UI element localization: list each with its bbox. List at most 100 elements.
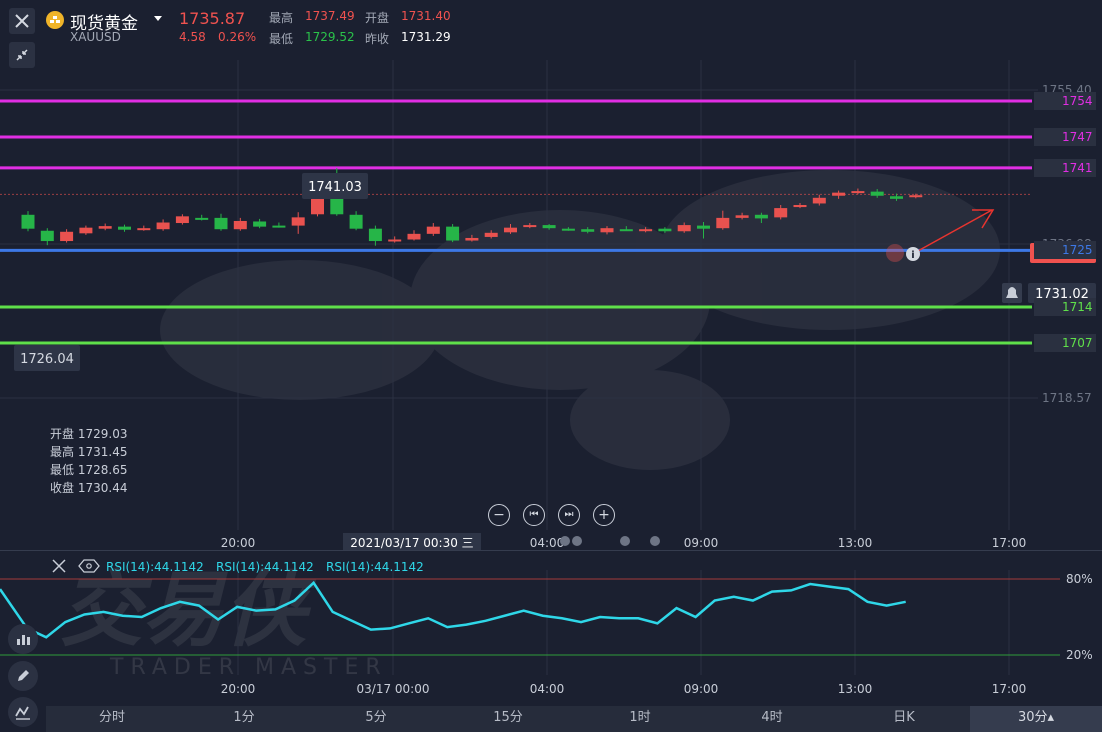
candle-body[interactable]	[581, 229, 595, 232]
period-tab[interactable]: 4时	[761, 710, 783, 725]
rsi-time-label: 04:00	[530, 682, 565, 696]
candle-body[interactable]	[349, 214, 363, 229]
crosshair-time-box	[343, 533, 481, 550]
scroll-right-button[interactable]: ⏭	[558, 504, 580, 526]
candle-body[interactable]	[465, 237, 479, 241]
time-label: 17:00	[992, 536, 1027, 550]
candle-body[interactable]	[909, 195, 923, 198]
candle-body[interactable]	[561, 228, 575, 231]
candle-body[interactable]	[484, 232, 498, 237]
candle-body[interactable]	[40, 230, 54, 242]
candle-body[interactable]	[407, 233, 421, 240]
rsi-series-line	[0, 580, 906, 639]
candle-body[interactable]	[156, 222, 170, 230]
period-tab-bar: 分时 1分 5分 15分 1时 4时 日K 30分▴	[46, 706, 1102, 732]
candle-body[interactable]	[774, 208, 788, 218]
pencil-icon	[18, 670, 29, 681]
candle-body[interactable]	[60, 231, 74, 242]
candle-body[interactable]	[832, 192, 846, 196]
candle-body[interactable]	[658, 228, 672, 232]
rsi-time-label: 09:00	[684, 682, 719, 696]
rsi-time-label: 20:00	[221, 682, 256, 696]
scroll-left-button[interactable]: ⏮	[523, 504, 545, 526]
close-button[interactable]	[9, 8, 35, 34]
min-price-label: 1726.04	[20, 352, 74, 367]
candle-body[interactable]	[697, 225, 710, 229]
candle-body[interactable]	[504, 227, 517, 233]
period-tab[interactable]: 15分	[493, 710, 523, 725]
line-tool-button[interactable]	[8, 697, 38, 727]
low-label: 最低	[269, 32, 294, 46]
period-tab[interactable]: 分时	[98, 710, 125, 725]
candle-body[interactable]	[214, 217, 228, 230]
candle-body[interactable]	[812, 197, 826, 204]
symbol-name[interactable]: 现货黄金	[70, 14, 138, 34]
candle-body[interactable]	[21, 214, 35, 229]
bar-chart-icon	[17, 635, 30, 645]
candle-body[interactable]	[735, 215, 749, 218]
rsi-chart[interactable]: 交易侠 TRADER MASTER 80% 20% RSI(14):44.114…	[0, 550, 1102, 706]
world-map-background	[160, 170, 1000, 470]
candle-body[interactable]	[291, 217, 305, 226]
bell-icon[interactable]	[1002, 283, 1022, 303]
candle-body[interactable]	[639, 229, 653, 232]
candle-body[interactable]	[233, 220, 247, 230]
candle-body[interactable]	[118, 226, 131, 230]
rsi-20-label: 20%	[1066, 648, 1093, 662]
zoom-out-button[interactable]: −	[488, 504, 510, 526]
high-value: 1737.49	[305, 9, 355, 23]
candle-body[interactable]	[79, 227, 93, 234]
candle-body[interactable]	[195, 217, 209, 220]
period-tab[interactable]: 5分	[365, 710, 387, 725]
candle-body[interactable]	[523, 225, 537, 228]
candle-body[interactable]	[793, 205, 807, 208]
ohlc-low: 最低 1728.65	[50, 463, 127, 477]
time-label: 20:00	[221, 536, 256, 550]
candle-body[interactable]	[870, 191, 884, 196]
draw-tool-button[interactable]	[8, 661, 38, 691]
collapse-button[interactable]	[9, 42, 35, 68]
candle-body[interactable]	[890, 196, 903, 199]
close-icon[interactable]	[52, 559, 66, 573]
ohlc-high: 最高 1731.45	[50, 444, 127, 459]
candle-body[interactable]	[754, 214, 768, 219]
max-price-label-box	[302, 173, 368, 199]
zoom-in-button[interactable]: +	[593, 504, 615, 526]
time-label: 04:00	[530, 536, 565, 550]
candle-body[interactable]	[426, 226, 440, 234]
candle-body[interactable]	[619, 229, 633, 232]
indicator-tool-button[interactable]	[8, 624, 38, 654]
candle-body[interactable]	[137, 228, 151, 231]
candle-body[interactable]	[272, 225, 286, 228]
candle-body[interactable]	[600, 228, 614, 233]
candle-body[interactable]	[542, 225, 556, 229]
period-tab[interactable]: 1分	[233, 710, 255, 725]
time-label: 09:00	[684, 536, 719, 550]
candle-body[interactable]	[98, 226, 112, 229]
chevron-down-icon[interactable]	[153, 15, 163, 23]
rsi-time-label: 13:00	[838, 682, 873, 696]
candle-body[interactable]	[677, 225, 691, 232]
info-icon[interactable]: i	[906, 247, 920, 261]
candle-body[interactable]	[368, 228, 382, 242]
candle-body[interactable]	[716, 217, 730, 229]
rsi-label: RSI(14):44.1142	[106, 560, 204, 574]
period-tab[interactable]: 1时	[629, 710, 651, 725]
candle-body[interactable]	[446, 226, 460, 241]
svg-text:交易侠: 交易侠	[60, 563, 317, 658]
rsi-time-label: 03/17 00:00	[357, 682, 430, 696]
candle-body[interactable]	[851, 191, 865, 194]
time-label: 13:00	[838, 536, 873, 550]
level-price-tag: 1714	[1034, 297, 1096, 316]
settings-icon[interactable]	[78, 559, 100, 573]
period-tab[interactable]: 日K	[893, 710, 915, 725]
candle-body[interactable]	[253, 221, 267, 227]
candlestick-chart[interactable]: 1755.40 1736.98 1718.57 i 1741.03 1726.0…	[0, 0, 1102, 550]
period-tab[interactable]: 30分▴	[970, 706, 1102, 732]
low-value: 1729.52	[305, 30, 355, 44]
candle-body[interactable]	[388, 239, 402, 242]
trend-arrow[interactable]	[915, 209, 995, 253]
candle-body[interactable]	[175, 216, 189, 224]
rsi-time-label: 17:00	[992, 682, 1027, 696]
rsi-label: RSI(14):44.1142	[216, 560, 314, 574]
